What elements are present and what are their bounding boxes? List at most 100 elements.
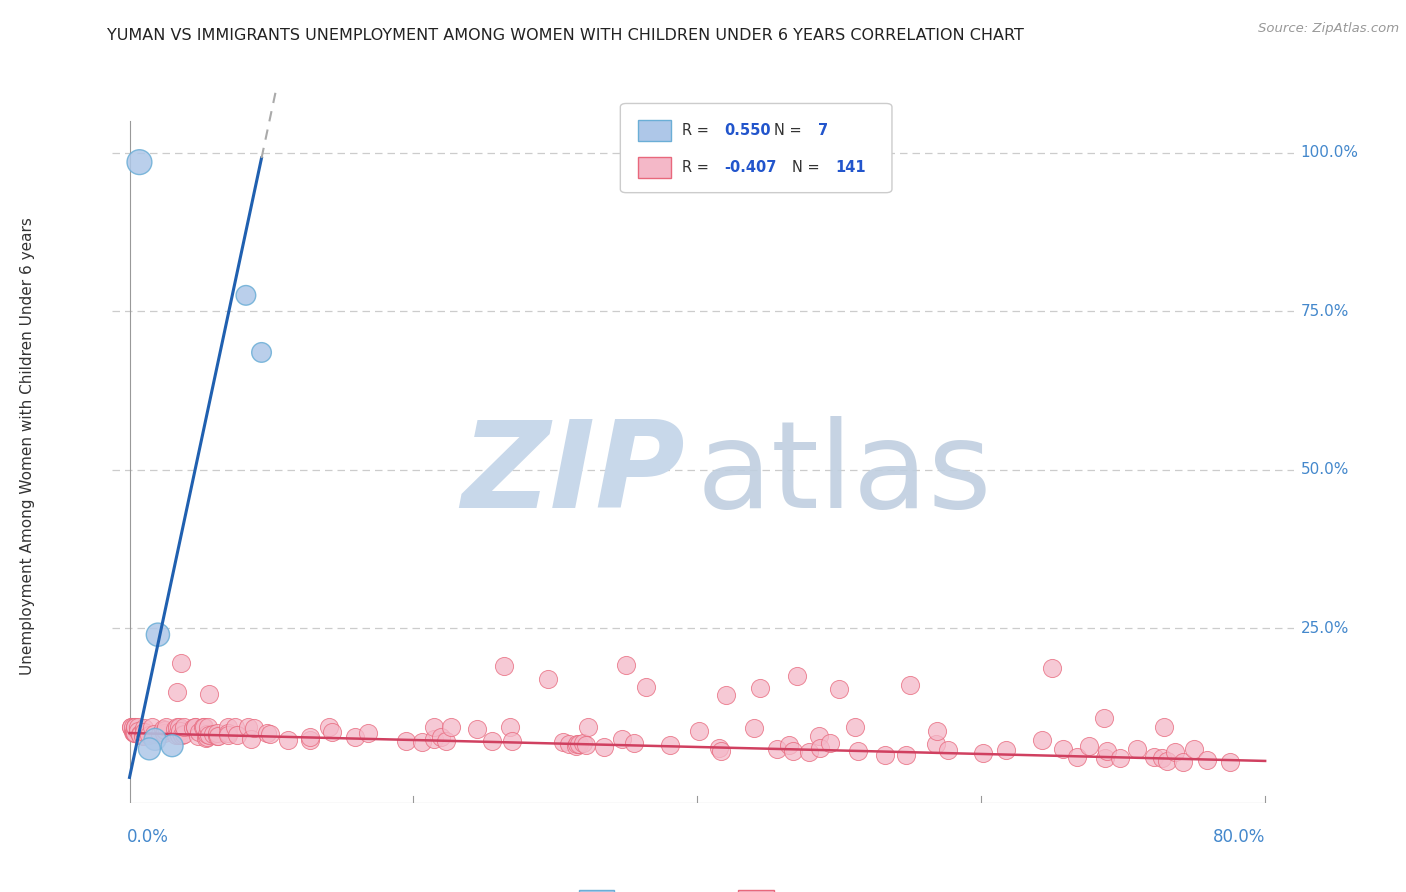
Point <box>122 726 145 740</box>
Point <box>143 732 166 747</box>
Text: Source: ZipAtlas.com: Source: ZipAtlas.com <box>1258 22 1399 36</box>
Point <box>122 720 145 734</box>
Point <box>659 738 682 752</box>
Point <box>782 744 804 758</box>
Point <box>120 720 142 734</box>
Point <box>298 733 321 747</box>
Point <box>786 669 808 683</box>
Point <box>217 720 239 734</box>
Point <box>593 739 616 754</box>
Point <box>153 726 176 740</box>
Point <box>501 733 523 747</box>
Text: N =: N = <box>792 161 824 175</box>
Point <box>395 733 418 747</box>
Point <box>742 721 765 735</box>
Point <box>132 728 155 742</box>
Point <box>634 680 657 694</box>
Point <box>217 729 239 743</box>
Point <box>160 739 183 753</box>
Point <box>411 734 433 748</box>
Point <box>155 720 177 734</box>
Text: 80.0%: 80.0% <box>1213 828 1265 847</box>
Point <box>172 728 194 742</box>
Point <box>141 720 163 734</box>
Point <box>875 747 897 762</box>
Point <box>1171 755 1194 769</box>
Text: 50.0%: 50.0% <box>1301 462 1348 477</box>
Point <box>423 732 446 747</box>
Point <box>994 743 1017 757</box>
Point <box>128 728 150 742</box>
Point <box>927 724 949 739</box>
Text: N =: N = <box>773 123 806 138</box>
Point <box>572 735 595 749</box>
Point <box>614 658 637 673</box>
Text: YUMAN VS IMMIGRANTS UNEMPLOYMENT AMONG WOMEN WITH CHILDREN UNDER 6 YEARS CORRELA: YUMAN VS IMMIGRANTS UNEMPLOYMENT AMONG W… <box>107 28 1024 43</box>
Point <box>195 727 218 741</box>
Point <box>243 721 266 735</box>
Point <box>173 720 195 734</box>
Point <box>256 726 278 740</box>
Point <box>122 725 145 739</box>
Point <box>846 744 869 758</box>
Point <box>440 720 463 734</box>
Point <box>138 742 160 756</box>
Point <box>128 155 150 169</box>
Point <box>1094 751 1116 765</box>
Point <box>195 731 218 745</box>
Point <box>688 723 710 738</box>
Point <box>498 720 520 734</box>
Point <box>138 728 160 742</box>
Point <box>1163 745 1185 759</box>
Point <box>195 730 218 744</box>
Point <box>749 681 772 696</box>
Point <box>127 720 149 734</box>
Point <box>765 742 787 756</box>
Point <box>710 743 733 757</box>
Point <box>894 747 917 762</box>
Point <box>576 720 599 734</box>
Point <box>1109 751 1132 765</box>
Point <box>778 739 800 753</box>
Point <box>828 681 851 696</box>
Point <box>165 722 187 736</box>
Point <box>132 721 155 735</box>
FancyBboxPatch shape <box>579 890 614 892</box>
Point <box>184 720 207 734</box>
Point <box>225 728 247 742</box>
Point <box>1143 750 1166 764</box>
Point <box>166 720 188 734</box>
Point <box>167 728 190 742</box>
Text: R =: R = <box>682 123 713 138</box>
Point <box>936 743 959 757</box>
Text: atlas: atlas <box>697 416 993 533</box>
Point <box>565 739 588 754</box>
Point <box>623 736 645 750</box>
FancyBboxPatch shape <box>738 890 773 892</box>
Point <box>567 737 589 751</box>
Text: Unemployment Among Women with Children Under 6 years: Unemployment Among Women with Children U… <box>20 217 35 675</box>
Text: 100.0%: 100.0% <box>1301 145 1358 161</box>
Point <box>1052 742 1074 756</box>
Point <box>152 723 174 737</box>
Point <box>235 288 257 302</box>
Point <box>481 734 503 748</box>
Point <box>224 720 246 734</box>
Point <box>250 345 273 359</box>
Point <box>321 725 343 739</box>
Point <box>205 729 228 743</box>
Point <box>173 727 195 741</box>
Text: 0.0%: 0.0% <box>127 828 169 847</box>
Point <box>318 720 340 734</box>
Point <box>1077 739 1099 753</box>
Point <box>343 731 366 745</box>
Point <box>202 727 225 741</box>
Point <box>430 730 453 744</box>
Point <box>1182 741 1205 756</box>
Point <box>537 672 560 686</box>
Point <box>807 729 830 743</box>
Point <box>1040 661 1063 675</box>
Text: 0.550: 0.550 <box>724 123 770 138</box>
Point <box>808 741 831 756</box>
Point <box>925 737 948 751</box>
